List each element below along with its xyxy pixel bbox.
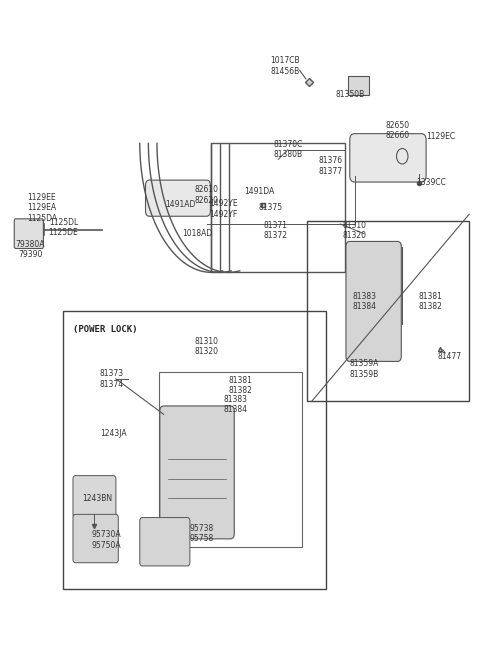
- Text: 81376
81377: 81376 81377: [319, 156, 343, 176]
- Text: 82610
82620: 82610 82620: [194, 185, 218, 205]
- Bar: [63, 311, 326, 588]
- Text: 81310
81320: 81310 81320: [194, 337, 218, 356]
- Text: 81381
81382: 81381 81382: [228, 376, 252, 395]
- Text: 1129EE
1129EA
1125DA: 1129EE 1129EA 1125DA: [27, 193, 57, 223]
- FancyBboxPatch shape: [350, 133, 426, 182]
- Text: (POWER LOCK): (POWER LOCK): [73, 325, 137, 334]
- Text: 1491AD: 1491AD: [165, 200, 195, 209]
- Text: 95730A
95750A: 95730A 95750A: [92, 531, 121, 550]
- Bar: [307, 221, 469, 401]
- Text: 1243BN: 1243BN: [82, 494, 112, 503]
- FancyBboxPatch shape: [73, 476, 116, 518]
- Text: 1017CB
81456B: 1017CB 81456B: [271, 56, 300, 76]
- Text: 81375: 81375: [259, 203, 283, 213]
- Text: 1492YE
1492YF: 1492YE 1492YF: [209, 200, 238, 219]
- Text: 81383
81384: 81383 81384: [223, 395, 247, 414]
- Text: 1243JA: 1243JA: [100, 429, 127, 438]
- Text: 1018AD: 1018AD: [182, 229, 212, 238]
- Text: 81383
81384: 81383 81384: [352, 292, 376, 311]
- FancyBboxPatch shape: [73, 515, 118, 562]
- FancyBboxPatch shape: [346, 242, 401, 362]
- Text: 1491DA: 1491DA: [244, 187, 274, 196]
- Text: 81350B: 81350B: [335, 91, 364, 99]
- Text: 81371
81372: 81371 81372: [264, 221, 288, 240]
- Text: 95738
95758: 95738 95758: [190, 524, 214, 544]
- Bar: [348, 76, 369, 95]
- Text: 79380A
79390: 79380A 79390: [15, 240, 45, 259]
- Text: 81373
81374: 81373 81374: [99, 369, 123, 389]
- FancyBboxPatch shape: [160, 406, 234, 539]
- Text: 81359A
81359B: 81359A 81359B: [349, 360, 379, 379]
- FancyBboxPatch shape: [140, 518, 190, 566]
- Bar: [211, 143, 345, 272]
- Text: 81370C
81380B: 81370C 81380B: [273, 140, 302, 159]
- Text: 81310
81320: 81310 81320: [343, 221, 367, 240]
- Text: 82650
82660: 82650 82660: [385, 121, 409, 140]
- Text: 81381
81382: 81381 81382: [419, 292, 443, 311]
- Text: 81477: 81477: [438, 352, 462, 361]
- FancyBboxPatch shape: [14, 219, 43, 249]
- Text: 1339CC: 1339CC: [416, 178, 446, 187]
- Bar: [159, 373, 302, 547]
- FancyBboxPatch shape: [145, 180, 210, 216]
- Text: 1125DL
1125DE: 1125DL 1125DE: [48, 218, 78, 237]
- Text: 1129EC: 1129EC: [426, 132, 455, 141]
